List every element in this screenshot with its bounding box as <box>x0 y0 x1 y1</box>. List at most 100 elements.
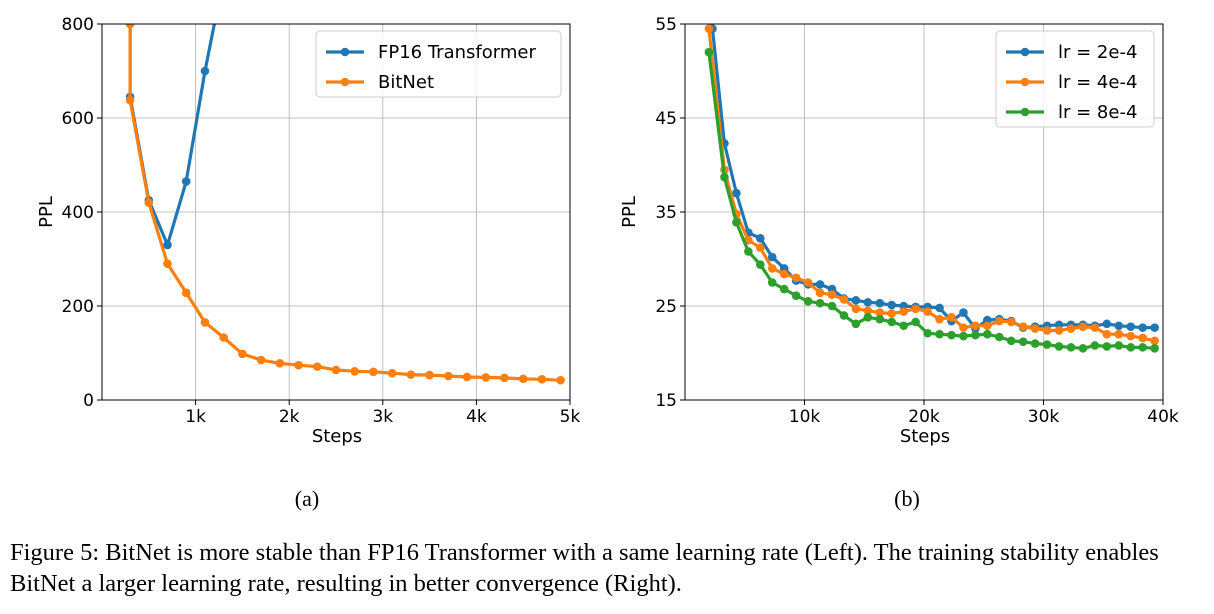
legend: lr = 2e-4 lr = 4e-4 lr = 8e-4 <box>995 30 1155 128</box>
y-tick-label: 0 <box>83 391 94 411</box>
data-point <box>779 269 789 279</box>
data-point <box>481 373 491 382</box>
legend-label: lr = 8e-4 <box>1058 102 1137 123</box>
data-point <box>1138 333 1147 343</box>
data-point <box>1006 336 1016 346</box>
data-point <box>863 297 873 307</box>
data-point <box>1006 317 1016 327</box>
data-point <box>1054 326 1064 335</box>
data-point <box>791 291 801 300</box>
data-point <box>839 295 849 304</box>
x-tick-label: 3k <box>372 407 393 427</box>
data-point <box>704 24 714 33</box>
data-point <box>755 260 765 269</box>
data-point <box>163 240 172 250</box>
data-point <box>1066 324 1076 333</box>
data-point <box>983 329 992 339</box>
data-point <box>911 304 920 314</box>
data-point <box>1018 322 1028 331</box>
data-point <box>537 375 547 384</box>
data-point <box>767 252 777 262</box>
data-point <box>219 333 228 342</box>
panel-label-b: (b) <box>894 486 920 511</box>
data-point <box>200 66 210 76</box>
data-point <box>1114 321 1124 331</box>
data-point <box>803 297 813 306</box>
data-point <box>755 234 765 243</box>
data-point <box>1150 323 1159 332</box>
data-point <box>275 359 285 368</box>
data-point <box>863 306 873 316</box>
data-point <box>851 296 861 305</box>
data-point <box>556 375 565 385</box>
data-point <box>1150 336 1159 346</box>
data-point <box>935 329 944 339</box>
data-point <box>911 317 920 327</box>
data-point <box>1042 340 1052 349</box>
data-point <box>983 321 992 331</box>
data-point <box>875 308 885 317</box>
data-point <box>1126 343 1136 352</box>
data-point <box>406 370 416 379</box>
x-axis-label: Steps <box>312 426 362 447</box>
y-tick-label: 800 <box>62 15 94 35</box>
data-point <box>923 307 932 316</box>
data-point <box>971 321 980 331</box>
x-tick-label: 4k <box>466 407 487 427</box>
data-point <box>312 362 322 371</box>
y-axis-label: PPL <box>36 196 57 228</box>
data-point <box>144 198 154 207</box>
data-point <box>181 288 191 298</box>
x-tick-label: 10k <box>789 407 821 427</box>
data-point <box>971 330 980 340</box>
x-tick-label: 5k <box>560 407 581 427</box>
data-point <box>959 308 968 317</box>
data-point <box>863 312 873 322</box>
data-point <box>815 298 825 308</box>
data-point <box>994 332 1004 342</box>
data-point <box>256 355 266 365</box>
data-point <box>125 95 135 105</box>
y-tick-label: 25 <box>655 297 677 317</box>
data-point <box>1114 329 1124 339</box>
data-point <box>732 218 741 227</box>
data-point <box>1126 322 1136 331</box>
data-point <box>1138 343 1147 352</box>
panel-label-a: (a) <box>294 486 320 511</box>
data-point <box>1138 323 1147 332</box>
x-tick-label: 1k <box>185 407 206 427</box>
data-point <box>1018 337 1028 347</box>
data-point <box>1066 343 1076 352</box>
legend-swatch-marker <box>340 77 350 87</box>
data-point <box>1102 342 1112 351</box>
data-point <box>1102 329 1112 339</box>
data-point <box>959 331 968 341</box>
data-point <box>1102 319 1112 329</box>
data-point <box>181 177 191 186</box>
data-point <box>827 301 837 311</box>
data-point <box>744 247 753 256</box>
series-2 <box>704 47 1159 353</box>
data-point <box>294 360 303 370</box>
data-point <box>827 290 837 300</box>
data-point <box>1150 344 1159 353</box>
data-point <box>200 318 210 327</box>
data-point <box>1030 324 1040 333</box>
data-point <box>462 372 472 382</box>
data-point <box>1030 339 1040 348</box>
legend-label: lr = 4e-4 <box>1058 72 1137 93</box>
legend-label: lr = 2e-4 <box>1058 42 1137 63</box>
data-point <box>815 280 825 289</box>
data-point <box>500 373 509 383</box>
chart-a: 1k 2k 3k 4k 5k 0 200 400 600 800 Steps PPL FP16 Tran… <box>36 15 581 447</box>
data-point <box>1054 342 1064 351</box>
data-point <box>125 24 135 29</box>
data-point <box>887 300 897 310</box>
data-point <box>350 367 360 376</box>
series-line <box>128 24 216 247</box>
figure-caption: Figure 5: BitNet is more stable than FP1… <box>10 539 1159 597</box>
y-axis-label: PPL <box>619 196 640 228</box>
data-point <box>732 188 741 198</box>
data-point <box>720 172 729 182</box>
